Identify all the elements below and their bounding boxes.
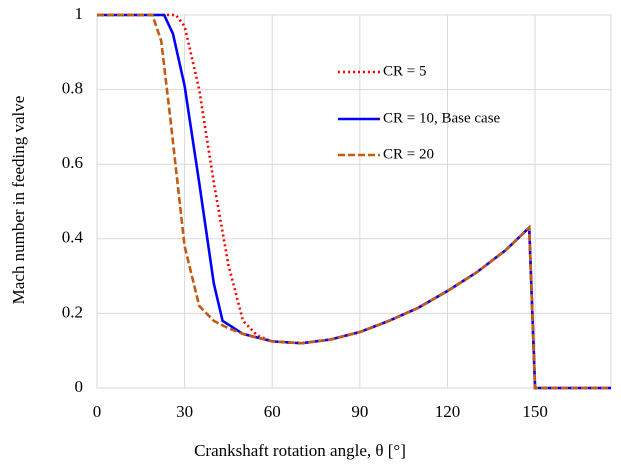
x-axis-label: Crankshaft rotation angle, θ [°] bbox=[194, 441, 406, 460]
x-tick-label: 60 bbox=[264, 402, 281, 421]
x-tick-label: 30 bbox=[176, 402, 193, 421]
y-tick-label: 0.8 bbox=[62, 79, 83, 98]
legend-label: CR = 5 bbox=[383, 63, 426, 79]
y-tick-label: 0.6 bbox=[62, 153, 83, 172]
x-tick-label: 120 bbox=[435, 402, 461, 421]
y-tick-label: 0.4 bbox=[62, 228, 84, 247]
x-tick-label: 0 bbox=[93, 402, 102, 421]
y-axis-label: Mach number in feeding valve bbox=[9, 96, 28, 305]
x-tick-label: 150 bbox=[522, 402, 548, 421]
legend-label: CR = 20 bbox=[383, 146, 434, 162]
y-tick-label: 0 bbox=[75, 377, 84, 396]
x-tick-label: 90 bbox=[351, 402, 368, 421]
y-tick-label: 1 bbox=[75, 4, 84, 23]
legend-label: CR = 10, Base case bbox=[383, 110, 501, 126]
plot-frame bbox=[96, 14, 612, 389]
y-tick-label: 0.2 bbox=[62, 302, 83, 321]
series-line bbox=[97, 13, 611, 390]
